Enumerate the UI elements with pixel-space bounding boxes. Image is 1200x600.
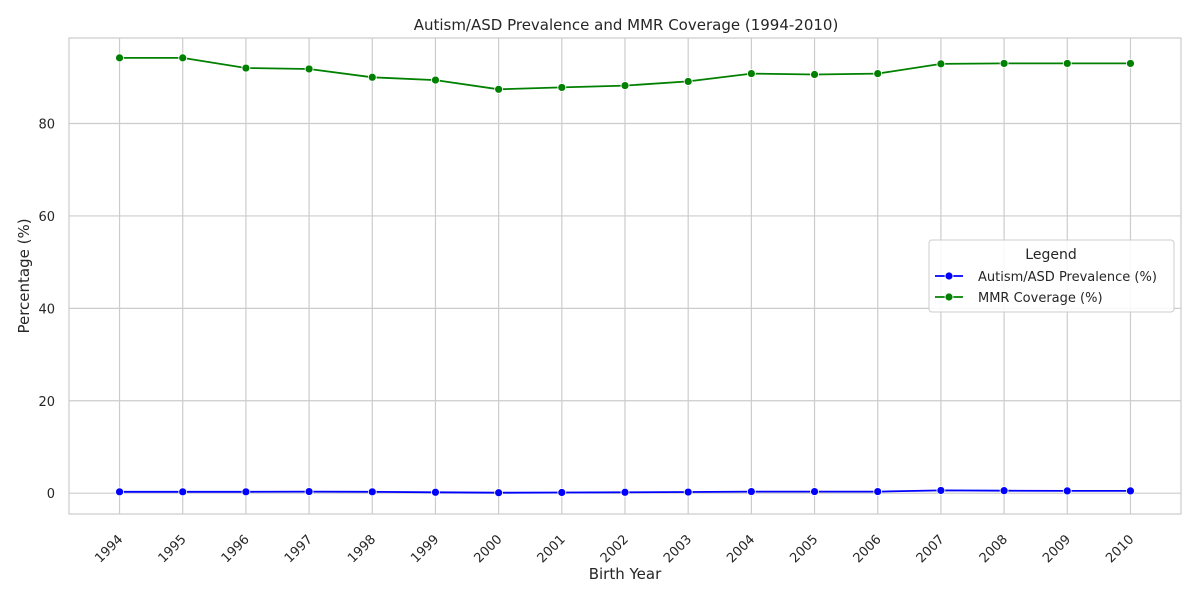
y-tick-label: 80 <box>38 117 55 132</box>
data-point <box>620 487 630 497</box>
data-point <box>367 72 377 82</box>
x-tick-label: 2009 <box>1040 532 1074 566</box>
data-point <box>304 64 314 74</box>
data-point <box>746 69 756 78</box>
y-axis-label: Percentage (%) <box>15 218 33 333</box>
data-point <box>557 83 567 92</box>
x-tick-label: 2000 <box>471 532 505 566</box>
data-point <box>304 487 314 496</box>
data-point <box>178 53 188 63</box>
legend-label: MMR Coverage (%) <box>978 291 1103 306</box>
legend: Legend Autism/ASD Prevalence (%) MMR Cove… <box>928 239 1175 313</box>
x-tick-label: 1997 <box>282 532 316 566</box>
data-point <box>683 77 693 86</box>
data-point <box>810 487 819 496</box>
x-axis-ticks: 1994 1995 1996 1997 1998 1999 2000 2001 2002 2003… <box>92 532 1137 566</box>
series-layer <box>115 53 1135 498</box>
plot-frame <box>68 37 1182 515</box>
legend-box <box>928 239 1175 313</box>
legend-entry: Autism/ASD Prevalence (%) <box>935 270 1157 285</box>
y-tick-label: 60 <box>38 210 55 225</box>
legend-entries: Autism/ASD Prevalence (%) MMR Coverage (%… <box>935 270 1157 306</box>
data-point <box>683 487 693 497</box>
y-tick-label: 20 <box>38 395 55 410</box>
legend-title: Legend <box>1025 247 1076 263</box>
grid-layer <box>69 38 1181 514</box>
x-tick-label: 2002 <box>598 532 632 566</box>
data-point <box>241 487 251 497</box>
x-tick-label: 2005 <box>787 532 821 566</box>
data-point <box>999 486 1009 496</box>
y-tick-label: 0 <box>47 487 55 502</box>
x-tick-label: 2004 <box>724 532 758 566</box>
x-axis-label: Birth Year <box>589 565 662 583</box>
data-point <box>873 487 883 496</box>
x-tick-label: 2003 <box>661 532 695 566</box>
data-point <box>494 488 504 498</box>
data-point <box>1062 486 1072 496</box>
data-point <box>936 59 946 69</box>
x-tick-label: 1995 <box>156 532 190 566</box>
data-point <box>494 84 504 94</box>
x-tick-label: 2007 <box>914 532 948 566</box>
data-point <box>115 53 124 63</box>
data-point <box>999 59 1009 68</box>
data-point <box>1062 59 1072 68</box>
x-tick-label: 1996 <box>219 532 253 566</box>
legend-label: Autism/ASD Prevalence (%) <box>978 270 1157 285</box>
data-point <box>810 70 819 79</box>
data-point <box>557 488 567 497</box>
data-point <box>746 487 756 496</box>
y-axis-ticks: 0 20 40 60 80 <box>38 117 55 502</box>
data-point <box>873 69 883 78</box>
data-point <box>936 486 946 495</box>
legend-marker-swatch <box>944 271 954 281</box>
data-point <box>431 75 440 85</box>
x-tick-label: 1998 <box>345 532 379 566</box>
legend-entry: MMR Coverage (%) <box>935 291 1103 306</box>
legend-marker-swatch <box>944 292 954 302</box>
data-point <box>115 487 124 497</box>
series-1 <box>115 486 1135 498</box>
chart-title: Autism/ASD Prevalence and MMR Coverage (… <box>414 16 839 34</box>
series-2 <box>115 53 1135 94</box>
data-point <box>241 63 251 73</box>
y-tick-label: 40 <box>38 302 55 317</box>
x-tick-label: 1994 <box>92 532 126 566</box>
data-point <box>178 487 188 497</box>
data-point <box>367 487 377 497</box>
data-point <box>431 487 440 497</box>
x-tick-label: 1999 <box>408 532 442 566</box>
data-point <box>620 81 630 90</box>
x-tick-label: 2001 <box>535 532 569 566</box>
x-tick-label: 2010 <box>1103 532 1137 566</box>
data-point <box>1126 59 1135 68</box>
x-tick-label: 2006 <box>851 532 885 566</box>
x-tick-label: 2008 <box>977 532 1011 566</box>
data-point <box>1126 486 1135 496</box>
